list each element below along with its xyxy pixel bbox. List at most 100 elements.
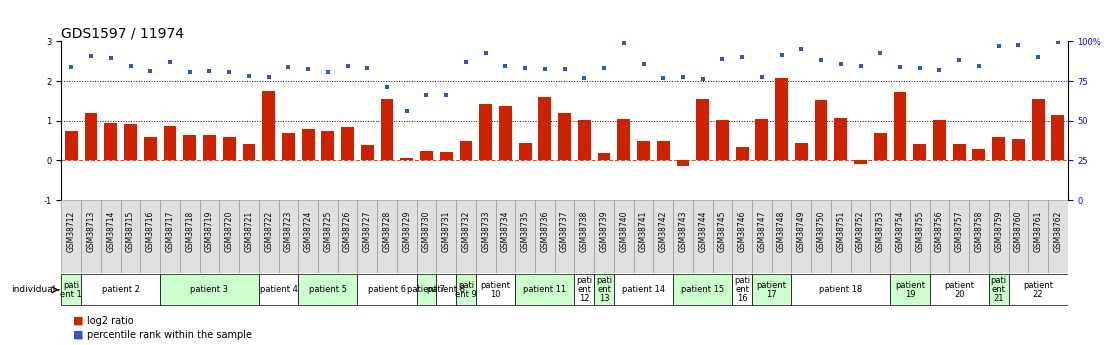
Bar xyxy=(302,129,314,160)
Text: patient 3: patient 3 xyxy=(190,285,228,294)
FancyBboxPatch shape xyxy=(812,200,831,273)
Text: patient 15: patient 15 xyxy=(681,285,724,294)
Bar xyxy=(263,91,275,160)
Bar xyxy=(874,134,887,160)
Text: GSM38755: GSM38755 xyxy=(916,211,925,253)
Text: GSM38728: GSM38728 xyxy=(382,211,391,252)
Text: GSM38745: GSM38745 xyxy=(718,211,727,253)
Point xyxy=(122,63,140,69)
FancyBboxPatch shape xyxy=(61,200,82,273)
FancyBboxPatch shape xyxy=(969,200,988,273)
Bar xyxy=(519,142,531,160)
Bar xyxy=(400,158,414,160)
FancyBboxPatch shape xyxy=(456,200,476,273)
Point xyxy=(339,63,357,69)
Text: GSM38748: GSM38748 xyxy=(777,211,786,252)
Point xyxy=(398,108,416,114)
Bar xyxy=(558,113,571,160)
Point xyxy=(457,59,475,65)
Text: patient
10: patient 10 xyxy=(481,281,511,299)
Text: patient 7: patient 7 xyxy=(407,285,445,294)
Bar xyxy=(420,150,433,160)
Text: GSM38747: GSM38747 xyxy=(757,211,766,253)
Bar xyxy=(85,113,97,160)
Text: GSM38734: GSM38734 xyxy=(501,211,510,253)
FancyBboxPatch shape xyxy=(358,274,417,305)
Text: GSM38761: GSM38761 xyxy=(1034,211,1043,252)
FancyBboxPatch shape xyxy=(871,200,890,273)
Point xyxy=(635,62,653,67)
Bar xyxy=(993,137,1005,160)
FancyBboxPatch shape xyxy=(929,200,949,273)
Bar xyxy=(973,148,985,160)
Text: GSM38722: GSM38722 xyxy=(264,211,273,252)
Text: GDS1597 / 11974: GDS1597 / 11974 xyxy=(61,26,184,40)
Point xyxy=(181,70,199,75)
Text: patient 5: patient 5 xyxy=(309,285,347,294)
Point xyxy=(437,92,455,98)
FancyBboxPatch shape xyxy=(436,274,456,305)
FancyBboxPatch shape xyxy=(82,200,101,273)
Point xyxy=(517,66,534,71)
Bar xyxy=(815,100,827,160)
FancyBboxPatch shape xyxy=(673,200,693,273)
FancyBboxPatch shape xyxy=(712,200,732,273)
Point xyxy=(200,68,218,74)
Text: patient
20: patient 20 xyxy=(945,281,974,299)
Text: GSM38751: GSM38751 xyxy=(836,211,845,252)
Bar xyxy=(282,134,295,160)
Point xyxy=(417,92,435,98)
Text: GSM38731: GSM38731 xyxy=(442,211,451,252)
Text: GSM38716: GSM38716 xyxy=(145,211,154,252)
Point xyxy=(359,66,377,71)
FancyBboxPatch shape xyxy=(121,200,141,273)
FancyBboxPatch shape xyxy=(653,200,673,273)
Bar xyxy=(222,137,236,160)
FancyBboxPatch shape xyxy=(575,274,594,305)
Text: GSM38725: GSM38725 xyxy=(323,211,332,252)
Bar xyxy=(617,119,631,160)
Bar xyxy=(539,97,551,160)
FancyBboxPatch shape xyxy=(1029,200,1048,273)
Bar xyxy=(361,145,373,160)
Text: GSM38717: GSM38717 xyxy=(165,211,174,252)
Text: individual: individual xyxy=(11,285,56,294)
Point xyxy=(220,70,238,75)
Text: GSM38723: GSM38723 xyxy=(284,211,293,252)
FancyBboxPatch shape xyxy=(988,274,1008,305)
Bar xyxy=(756,119,768,160)
Text: GSM38718: GSM38718 xyxy=(186,211,195,252)
Point xyxy=(259,74,277,80)
FancyBboxPatch shape xyxy=(1008,200,1029,273)
Point xyxy=(871,50,889,55)
Text: GSM38752: GSM38752 xyxy=(856,211,865,252)
Text: GSM38720: GSM38720 xyxy=(225,211,234,252)
FancyBboxPatch shape xyxy=(82,274,160,305)
Text: pati
ent
13: pati ent 13 xyxy=(596,276,613,303)
FancyBboxPatch shape xyxy=(278,200,299,273)
Bar xyxy=(913,144,926,160)
Point xyxy=(556,66,574,72)
Point xyxy=(82,54,100,59)
FancyBboxPatch shape xyxy=(141,200,160,273)
Point xyxy=(891,65,909,70)
FancyBboxPatch shape xyxy=(258,200,278,273)
Point xyxy=(1010,42,1027,47)
Text: patient 6: patient 6 xyxy=(368,285,406,294)
Bar xyxy=(499,106,512,160)
Point xyxy=(1030,55,1048,60)
FancyBboxPatch shape xyxy=(417,200,436,273)
Text: patient
22: patient 22 xyxy=(1023,281,1053,299)
Bar xyxy=(578,120,590,160)
Point xyxy=(63,65,80,70)
Point xyxy=(319,70,337,75)
FancyBboxPatch shape xyxy=(377,200,397,273)
Text: GSM38736: GSM38736 xyxy=(540,211,549,253)
Text: GSM38738: GSM38738 xyxy=(580,211,589,252)
Text: GSM38735: GSM38735 xyxy=(521,211,530,253)
Bar xyxy=(104,123,117,160)
Bar xyxy=(637,141,650,160)
Text: GSM38733: GSM38733 xyxy=(481,211,490,253)
Text: GSM38740: GSM38740 xyxy=(619,211,628,253)
FancyBboxPatch shape xyxy=(890,274,929,305)
